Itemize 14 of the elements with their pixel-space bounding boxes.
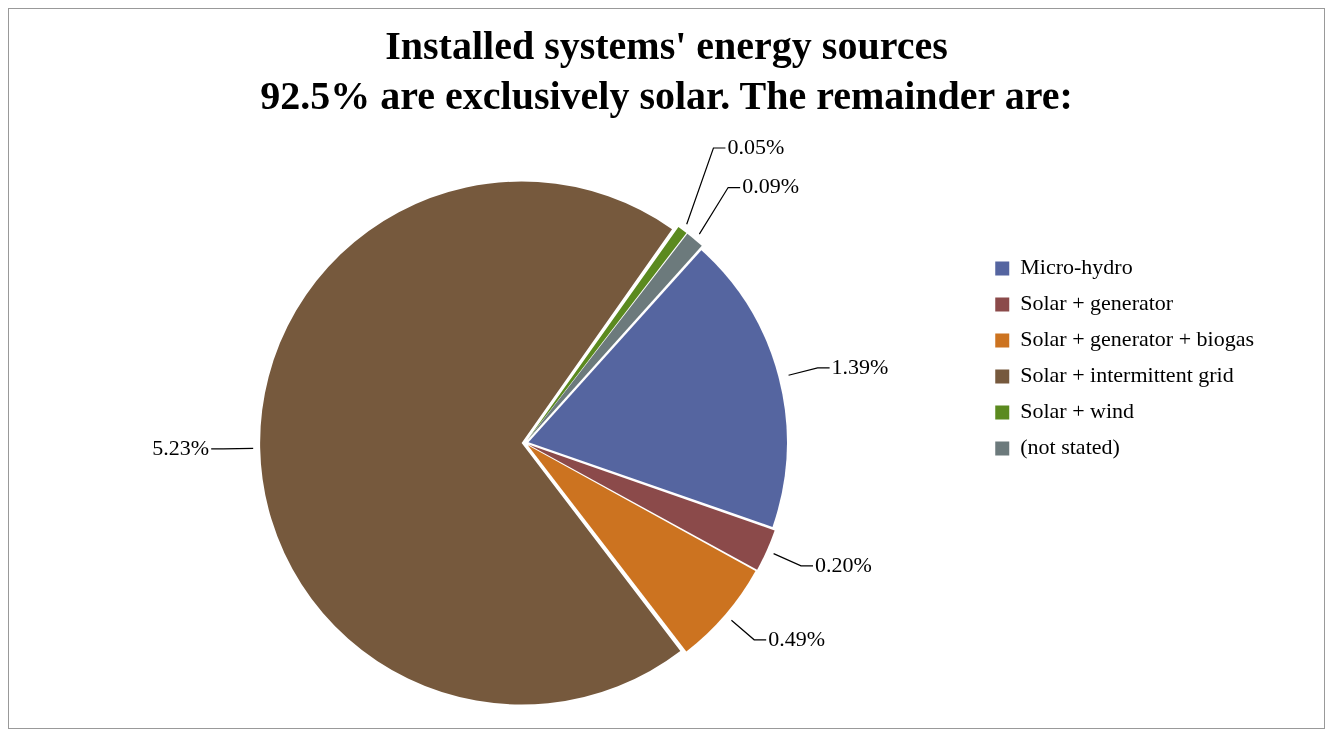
data-label: 0.05%	[727, 133, 785, 159]
chart-title: Installed systems' energy sources	[385, 23, 948, 69]
data-label: 1.39%	[831, 353, 889, 379]
legend-label: Solar + intermittent grid	[1020, 362, 1234, 388]
legend-label: Solar + wind	[1020, 398, 1135, 424]
legend-label: Solar + generator + biogas	[1020, 326, 1254, 352]
data-label: 0.09%	[742, 173, 799, 199]
data-label: 0.20%	[815, 551, 872, 577]
data-label: 5.23%	[152, 434, 210, 460]
legend-label: Micro-hydro	[1020, 254, 1133, 280]
legend-label: (not stated)	[1020, 434, 1120, 460]
chart-subtitle: 92.5% are exclusively solar. The remainder are:	[260, 73, 1073, 119]
data-label: 0.49%	[768, 625, 826, 651]
legend-label: Solar + generator	[1020, 290, 1174, 316]
